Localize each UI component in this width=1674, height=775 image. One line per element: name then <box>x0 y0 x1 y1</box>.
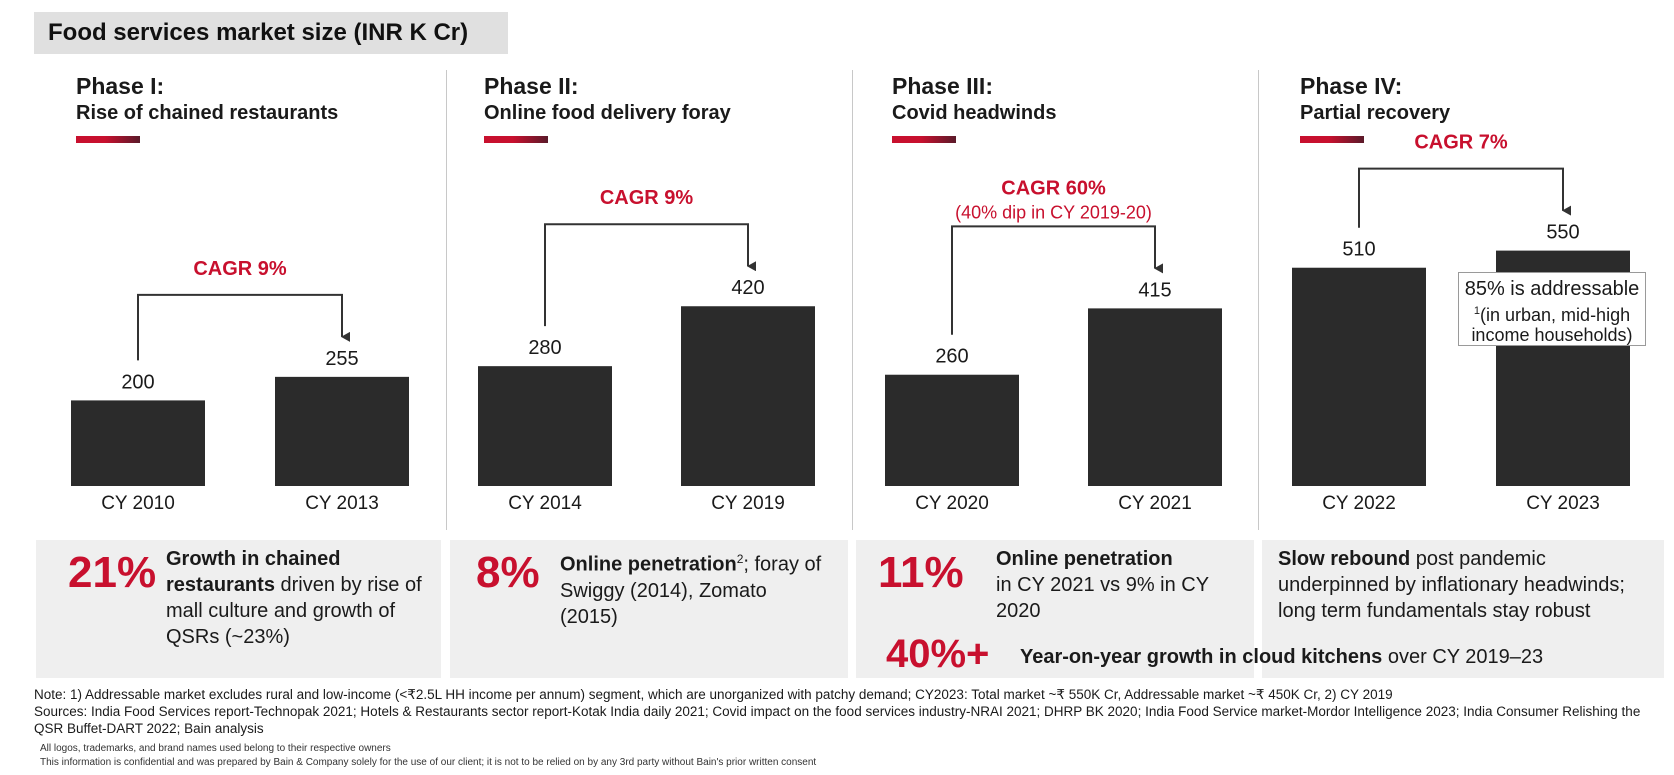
footnote-note: Note: 1) Addressable market excludes rur… <box>34 687 1393 702</box>
insight-rest-2: ; foray of Swiggy (2014), Zomato (2015) <box>560 553 822 628</box>
phase-2-accent-rule <box>484 136 548 143</box>
phase-1-subtitle: Rise of chained restaurants <box>76 102 339 124</box>
cloud-kitchen-text: Year-on-year growth in cloud kitchens ov… <box>1020 644 1660 670</box>
category-label: CY 2020 <box>915 493 989 514</box>
value-label: 280 <box>528 337 561 359</box>
bar-cy-2014 <box>478 366 612 486</box>
value-label: 255 <box>325 348 358 370</box>
category-label: CY 2013 <box>305 493 379 514</box>
category-label: CY 2021 <box>1118 493 1192 514</box>
category-label: CY 2014 <box>508 493 582 514</box>
cagr-label: CAGR 60% <box>1001 177 1106 199</box>
phase-2-subtitle: Online food delivery foray <box>484 102 731 124</box>
insight-text-2: Online penetration2; foray of Swiggy (20… <box>560 546 830 630</box>
stat-cloud-kitchen-growth: 40%+ <box>886 632 990 676</box>
cagr-bracket <box>544 223 756 327</box>
footnote-sources: Sources: India Food Services report-Tech… <box>34 704 1641 736</box>
value-label: 510 <box>1342 239 1375 261</box>
phase-2-name: Phase II: <box>484 73 579 99</box>
phase-3-accent-rule <box>892 136 956 143</box>
cagr-bracket <box>951 225 1163 335</box>
bar-cy-2020 <box>885 374 1019 486</box>
insight-bold-4: Slow rebound <box>1278 548 1411 570</box>
phase-divider <box>1258 70 1259 530</box>
phase-1-accent-rule <box>76 136 140 143</box>
phase-4-subtitle: Partial recovery <box>1300 102 1451 124</box>
phase-4-name: Phase IV: <box>1300 73 1403 99</box>
insight-rest-4: post pandemic underpinned by inflationar… <box>1278 548 1625 622</box>
phase-1-header: Phase I: Rise of chained restaurants <box>76 72 338 143</box>
cloud-kitchen-bold: Year-on-year growth in cloud kitchens <box>1020 646 1383 668</box>
insight-panel-3 <box>856 540 1254 678</box>
phase-3-header: Phase III: Covid headwinds <box>892 72 1056 143</box>
insight-bold-3: Online penetration <box>996 548 1173 570</box>
insight-panel-4 <box>1262 540 1664 678</box>
insight-bold-1: Growth in chained restaurants <box>166 548 341 596</box>
insight-panel-1 <box>36 540 441 678</box>
bar-chart: 200 CY 2010 255 CY 2013 280 CY 2014 420 CY 2019… <box>71 132 1630 514</box>
phase-divider <box>446 70 447 530</box>
confidentiality-notice: This information is confidential and was… <box>40 757 817 768</box>
phase-3-subtitle: Covid headwinds <box>892 102 1057 124</box>
phase-4-accent-rule <box>1300 136 1364 143</box>
category-label: CY 2019 <box>711 493 785 514</box>
cagr-label: CAGR 9% <box>193 258 287 280</box>
cagr-sublabel: (40% dip in CY 2019-20) <box>955 202 1152 222</box>
insight-footnote-2: 2 <box>736 552 744 566</box>
cloud-kitchen-rest: over CY 2019–23 <box>1382 646 1544 668</box>
value-label: 415 <box>1138 279 1171 301</box>
phase-1-name: Phase I: <box>76 73 165 99</box>
cagr-bracket <box>137 293 350 361</box>
bar-cy-2021 <box>1088 308 1222 486</box>
insight-text-4: Slow rebound post pandemic underpinned b… <box>1278 546 1658 624</box>
insight-panel-2 <box>450 540 848 678</box>
bar-cy-2013 <box>275 376 409 486</box>
cagr-label: CAGR 7% <box>1414 132 1508 154</box>
value-label: 550 <box>1546 222 1579 244</box>
bar-cy-2010 <box>71 400 205 486</box>
cagr-bracket <box>1358 167 1571 228</box>
value-label: 260 <box>935 346 968 368</box>
category-label: CY 2023 <box>1526 493 1600 514</box>
stat-online-penetration-2021: 11% <box>878 548 964 597</box>
callout-footnote-marker: 1 <box>1473 305 1481 317</box>
footnotes: Note: 1) Addressable market excludes rur… <box>34 686 1664 737</box>
bar-cy-2019 <box>681 306 815 486</box>
value-label: 200 <box>121 371 154 393</box>
callout-line-1: 85% is addressable <box>1464 278 1640 300</box>
insight-rest-3: in CY 2021 vs 9% in CY 2020 <box>996 574 1209 622</box>
category-label: CY 2022 <box>1322 493 1396 514</box>
insight-text-1: Growth in chained restaurants driven by … <box>166 546 426 650</box>
insight-rest-1: driven by rise of mall culture and growt… <box>166 574 422 648</box>
stat-online-penetration-2019: 8% <box>476 548 540 597</box>
callout-line-2: (in urban, mid-high <box>1480 305 1631 325</box>
cagr-label: CAGR 9% <box>600 187 694 209</box>
insight-text-3: Online penetration in CY 2021 vs 9% in CY… <box>996 546 1246 624</box>
value-label: 420 <box>731 277 764 299</box>
chart-title: Food services market size (INR K Cr) <box>34 12 508 54</box>
category-label: CY 2010 <box>101 493 175 514</box>
bar-cy-2022 <box>1292 267 1426 486</box>
stat-chained-growth: 21% <box>68 548 157 597</box>
logo-disclaimer: All logos, trademarks, and brand names u… <box>40 743 391 754</box>
phase-4-header: Phase IV: Partial recovery <box>1300 72 1450 143</box>
addressable-callout: 85% is addressable 1(in urban, mid-high … <box>1458 272 1646 346</box>
phase-2-header: Phase II: Online food delivery foray <box>484 72 731 143</box>
phase-3-name: Phase III: <box>892 73 993 99</box>
phase-divider <box>852 70 853 530</box>
callout-line-3: income households) <box>1471 325 1633 345</box>
insight-bold-2: Online penetration <box>560 553 737 576</box>
